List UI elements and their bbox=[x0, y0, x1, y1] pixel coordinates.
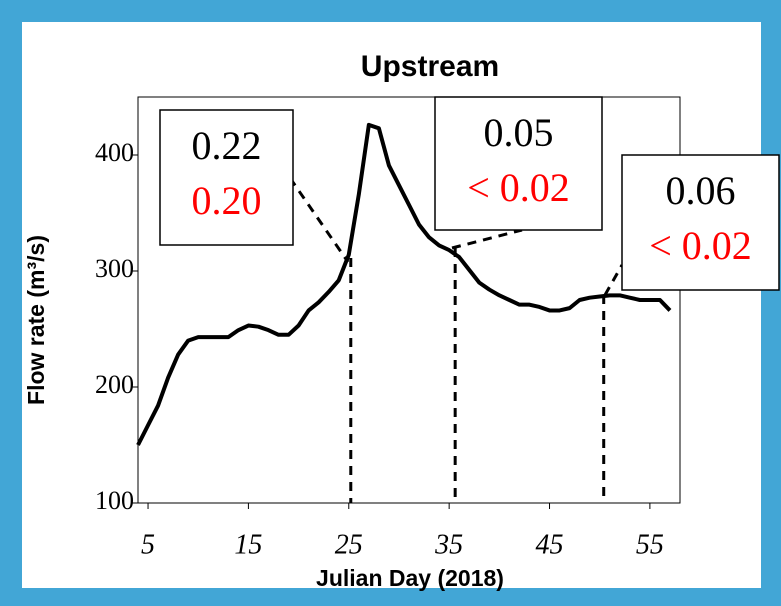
panel bbox=[22, 22, 761, 588]
y-tick-label: 400 bbox=[95, 138, 134, 167]
x-tick-label: 15 bbox=[234, 529, 262, 560]
annotation-label: < 0.02 bbox=[467, 165, 570, 210]
annotation-label: 0.05 bbox=[484, 110, 554, 155]
annotation-label: < 0.02 bbox=[649, 223, 752, 268]
x-tick-label: 55 bbox=[636, 529, 664, 560]
chart-title: Upstream bbox=[361, 50, 499, 83]
annotation-leader bbox=[451, 228, 523, 250]
y-tick-label: 100 bbox=[95, 486, 134, 515]
annotation-box bbox=[159, 109, 294, 246]
annotation-label: 0.20 bbox=[192, 178, 262, 223]
x-tick-label: 5 bbox=[141, 529, 155, 560]
x-axis-label: Julian Day (2018) bbox=[316, 565, 504, 591]
data-line bbox=[136, 122, 672, 446]
annotation-label: 0.22 bbox=[192, 123, 262, 168]
y-axis-label: Flow rate (m³/s) bbox=[23, 235, 49, 405]
annotation-leader bbox=[603, 264, 624, 296]
y-tick-label: 200 bbox=[95, 370, 134, 399]
y-tick-label: 300 bbox=[95, 254, 134, 283]
annotation-label: 0.06 bbox=[666, 168, 736, 213]
plot-border bbox=[137, 96, 681, 504]
x-tick-label: 45 bbox=[536, 529, 564, 560]
x-tick-label: 35 bbox=[434, 529, 463, 560]
annotation-box bbox=[434, 96, 603, 231]
annotation-box bbox=[621, 154, 780, 291]
annotation-leader bbox=[288, 177, 350, 263]
x-tick-label: 25 bbox=[335, 529, 363, 560]
